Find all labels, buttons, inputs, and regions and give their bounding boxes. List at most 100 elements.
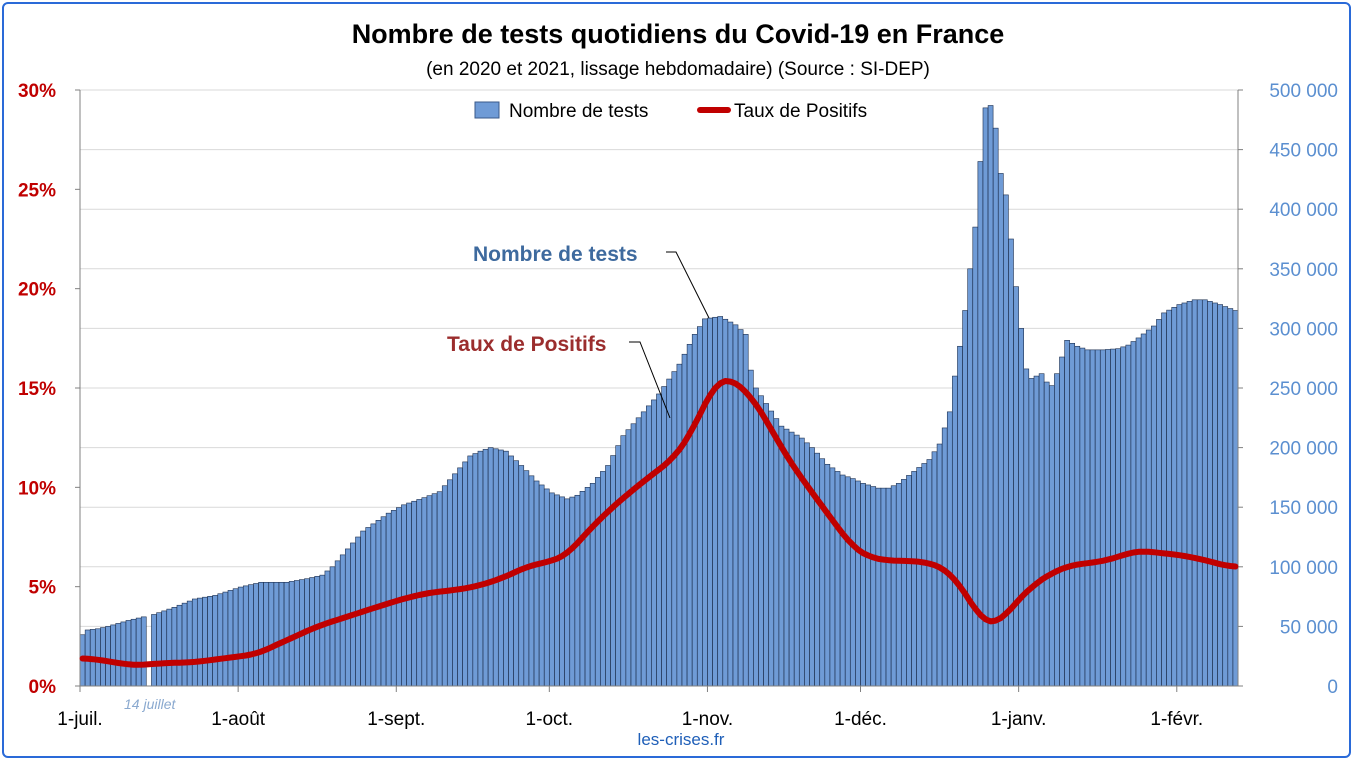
test-count-bar [921,463,928,687]
test-count-bar [518,465,525,687]
y-right-tick-label: 200 000 [1269,439,1338,460]
test-count-bar [768,410,775,687]
test-count-bar [885,487,892,687]
test-count-bar [176,604,183,687]
y-left-tick-label: 20% [18,280,56,301]
test-count-bar [773,418,780,687]
test-count-bar [191,598,198,687]
test-count-bar [819,458,826,687]
test-count-bar [156,612,162,687]
y-right-tick-label: 0 [1327,677,1338,698]
test-count-bar [1140,333,1147,687]
test-count-bar [559,496,565,687]
test-count-bar [753,387,759,687]
test-count-bar [1217,304,1223,687]
test-count-bar [472,453,479,687]
annotation-taux-leader [629,341,671,419]
test-count-bar [253,583,259,687]
test-count-bar [528,475,535,687]
test-count-bar [1089,349,1096,687]
test-count-bar [666,378,673,687]
test-count-bar [105,626,111,687]
test-count-bar [227,590,234,687]
test-count-bar [222,591,229,687]
test-count-bar [487,447,494,687]
test-count-bar [1186,301,1193,687]
test-count-bar [538,484,545,687]
test-count-bar [906,475,912,687]
test-count-bar [273,581,280,687]
test-count-bar [722,318,729,687]
test-count-bar [824,463,831,687]
annotation-taux: Taux de Positifs [447,333,606,356]
test-count-bar [712,316,718,687]
test-count-bar [1181,302,1188,687]
y-right-tick-label: 350 000 [1269,260,1338,281]
bar-series [79,105,1239,687]
test-count-bar [579,491,586,687]
y-right-tick-label: 500 000 [1269,81,1338,102]
test-count-bar [1079,347,1086,687]
test-count-bar [574,494,581,687]
test-count-bar [120,621,127,687]
test-count-bar [263,581,269,687]
test-count-bar [1130,341,1137,687]
test-count-bar [462,461,468,687]
test-count-bar [717,316,724,687]
x-tick-label: 1-nov. [682,709,733,730]
test-count-bar [1135,337,1142,687]
test-count-bar [1094,349,1101,687]
axes [75,89,1243,692]
y-left-tick-label: 15% [18,379,56,400]
test-count-bar [982,107,989,687]
x-tick-label: 1-janv. [991,709,1047,730]
y-right-tick-label: 50 000 [1280,617,1338,638]
test-count-bar [181,602,188,687]
test-count-bar [635,417,642,687]
test-count-bar [324,570,331,687]
y-left-tick-label: 5% [29,578,57,599]
test-count-bar [834,471,841,687]
x-tick-label: 1-déc. [834,709,887,730]
test-count-bar [594,477,601,687]
test-count-bar [763,403,769,687]
test-count-bar [1166,309,1172,687]
test-count-bar [676,363,683,687]
x-tick-label: 1-août [211,709,266,730]
test-count-bar [1054,373,1060,687]
test-count-bar [941,427,948,687]
test-count-bar [125,620,132,687]
test-count-bar [242,585,249,687]
test-count-bar [625,429,632,687]
test-count-bar [1013,286,1019,687]
y-right-tick-label: 150 000 [1269,498,1338,519]
legend-label-taux: Taux de Positifs [734,101,867,122]
test-count-bar [212,595,218,687]
test-count-bar [197,597,203,687]
test-count-bar [237,586,244,687]
y-right-tick-label: 400 000 [1269,200,1338,221]
test-count-bar [1074,345,1081,687]
test-count-bar [329,566,336,687]
test-count-bar [865,484,871,687]
test-count-bar [232,588,239,687]
test-count-bar [839,474,846,687]
test-count-bar [100,627,106,687]
test-count-bar [1064,340,1070,687]
test-count-bar [1207,301,1213,687]
test-count-bar [1049,385,1055,687]
test-count-bar [1105,349,1111,687]
test-count-bar [110,624,116,687]
test-count-bar [630,423,637,687]
test-count-bar [115,623,122,687]
test-count-bar [870,486,877,687]
annotation-tests-leader [666,251,710,319]
test-count-bar [130,618,137,687]
test-count-bar [691,334,698,687]
test-count-bar [452,473,458,687]
x-tick-label: 1-févr. [1150,709,1203,730]
y-right-tick-label: 100 000 [1269,558,1338,579]
test-count-bar [702,318,708,687]
test-count-bar [1018,328,1024,687]
